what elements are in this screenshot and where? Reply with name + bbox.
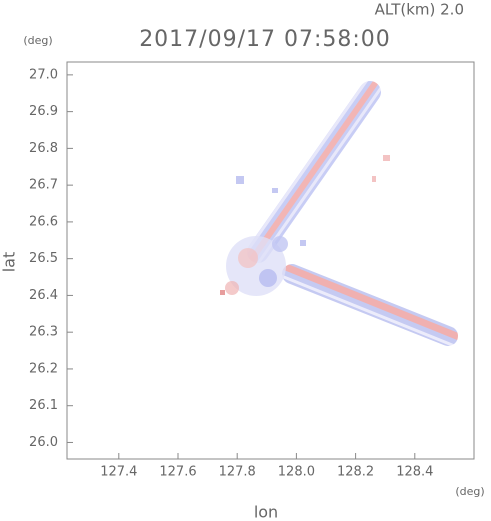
y-tick-label: 26.1 bbox=[29, 398, 58, 413]
y-axis-label: lat bbox=[0, 252, 19, 273]
echo-speck bbox=[383, 155, 390, 161]
echo-speck bbox=[236, 176, 244, 184]
y-unit: (deg) bbox=[23, 34, 52, 47]
y-tick-label: 26.8 bbox=[29, 141, 58, 156]
chart-title: 2017/09/17 07:58:00 bbox=[139, 27, 391, 52]
y-tick-label: 26.5 bbox=[29, 251, 58, 266]
y-tick-label: 27.0 bbox=[29, 67, 58, 82]
y-tick-label: 26.0 bbox=[29, 435, 58, 450]
x-tick-label: 127.4 bbox=[100, 465, 137, 480]
echo-speck bbox=[300, 240, 306, 246]
y-tick-label: 26.6 bbox=[29, 214, 58, 229]
x-axis-label: lon bbox=[254, 503, 278, 521]
plot-frame bbox=[66, 61, 475, 460]
echo-band bbox=[247, 81, 381, 263]
echo-cluster bbox=[238, 248, 258, 268]
echo-cluster bbox=[225, 281, 239, 295]
y-tick-label: 26.3 bbox=[29, 325, 58, 340]
echo-speck bbox=[372, 176, 376, 182]
x-tick-label: 127.6 bbox=[159, 465, 196, 480]
altitude: ALT(km) 2.0 bbox=[375, 1, 464, 19]
echo-speck bbox=[220, 290, 225, 295]
y-tick-label: 26.2 bbox=[29, 361, 58, 376]
echo-band bbox=[282, 264, 458, 346]
echo-cluster bbox=[259, 269, 277, 287]
x-tick-label: 128.2 bbox=[337, 465, 374, 480]
echo-speck bbox=[272, 188, 278, 193]
y-tick-label: 26.7 bbox=[29, 178, 58, 193]
x-tick-label: 128.4 bbox=[396, 465, 433, 480]
x-tick-label: 127.8 bbox=[219, 465, 256, 480]
radar-echo bbox=[220, 81, 458, 346]
x-unit: (deg) bbox=[455, 485, 484, 498]
y-tick-label: 26.4 bbox=[29, 288, 58, 303]
echo-cluster bbox=[272, 236, 288, 252]
x-tick-label: 128.0 bbox=[278, 465, 315, 480]
y-tick-label: 26.9 bbox=[29, 104, 58, 119]
